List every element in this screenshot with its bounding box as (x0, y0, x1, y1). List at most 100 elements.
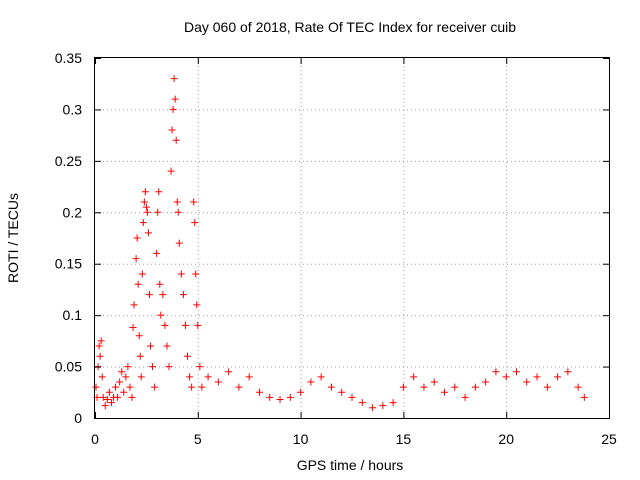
data-point (235, 383, 243, 391)
data-point (502, 373, 510, 381)
data-point (177, 270, 185, 278)
data-point (124, 363, 132, 371)
y-tick-label: 0.05 (55, 359, 82, 375)
data-point (399, 383, 407, 391)
data-point (154, 208, 162, 216)
data-point (133, 234, 141, 242)
data-point (512, 368, 520, 376)
x-axis-label: GPS time / hours (297, 457, 404, 473)
data-point (175, 239, 183, 247)
y-tick-label: 0.3 (63, 101, 83, 117)
data-point (461, 393, 469, 401)
data-point (554, 373, 562, 381)
data-point (118, 368, 126, 376)
y-axis-label: ROTI / TECUs (5, 193, 21, 283)
data-point (580, 393, 588, 401)
data-point (168, 126, 176, 134)
data-point (142, 203, 150, 211)
data-point (348, 393, 356, 401)
data-points (92, 75, 588, 412)
grid-lines (95, 58, 609, 418)
data-point (441, 388, 449, 396)
data-point (134, 280, 142, 288)
data-point (165, 363, 173, 371)
data-point (114, 393, 122, 401)
data-point (144, 229, 152, 237)
data-point (126, 383, 134, 391)
data-point (172, 136, 180, 144)
data-point (186, 373, 194, 381)
data-point (204, 373, 212, 381)
chart-title: Day 060 of 2018, Rate Of TEC Index for r… (184, 19, 516, 35)
data-point (196, 363, 204, 371)
data-point (190, 198, 198, 206)
data-point (193, 301, 201, 309)
data-point (338, 388, 346, 396)
data-point (167, 167, 175, 175)
data-point (139, 219, 147, 227)
data-point (151, 383, 159, 391)
data-point (171, 95, 179, 103)
data-point (101, 402, 109, 410)
data-point (181, 321, 189, 329)
plot-frame (94, 57, 610, 419)
x-tick-label: 10 (293, 431, 309, 447)
data-point (157, 311, 165, 319)
data-point (147, 342, 155, 350)
data-point (523, 378, 531, 386)
data-point (471, 383, 479, 391)
data-point (276, 395, 284, 403)
data-point (135, 332, 143, 340)
data-point (266, 393, 274, 401)
axis-ticks (95, 58, 610, 419)
data-point (574, 383, 582, 391)
data-point (103, 395, 111, 403)
y-tick-label: 0.1 (63, 307, 83, 323)
data-point (95, 342, 103, 350)
data-point (297, 388, 305, 396)
data-point (543, 383, 551, 391)
data-point (358, 399, 366, 407)
data-point (129, 323, 137, 331)
data-point (116, 378, 124, 386)
data-point (492, 368, 500, 376)
data-point (159, 291, 167, 299)
x-tick-labels: 0 5 10 15 20 25 (91, 431, 617, 447)
data-point (153, 249, 161, 257)
data-point (163, 342, 171, 350)
data-point (169, 105, 177, 113)
data-point (389, 399, 397, 407)
data-point (107, 399, 115, 407)
x-tick-label: 15 (396, 431, 412, 447)
y-tick-label: 0.2 (63, 204, 83, 220)
data-point (122, 373, 130, 381)
data-point (451, 383, 459, 391)
data-point (143, 208, 151, 216)
data-point (170, 75, 178, 83)
data-point (307, 378, 315, 386)
y-tick-label: 0.15 (55, 256, 82, 272)
y-tick-label: 0.25 (55, 153, 82, 169)
data-point (98, 373, 106, 381)
data-point (184, 352, 192, 360)
data-point (138, 270, 146, 278)
data-point (214, 378, 222, 386)
data-point (369, 404, 377, 412)
y-tick-label: 0.35 (55, 50, 82, 66)
data-point (482, 378, 490, 386)
data-point (379, 402, 387, 410)
data-point (112, 383, 120, 391)
data-point (317, 373, 325, 381)
data-point (130, 301, 138, 309)
x-tick-label: 0 (91, 431, 99, 447)
data-point (97, 337, 105, 345)
data-point (225, 368, 233, 376)
data-point (140, 198, 148, 206)
data-point (198, 383, 206, 391)
data-point (161, 321, 169, 329)
data-point (173, 198, 181, 206)
data-point (94, 363, 102, 371)
data-point (128, 393, 136, 401)
x-tick-label: 5 (194, 431, 202, 447)
data-point (145, 291, 153, 299)
